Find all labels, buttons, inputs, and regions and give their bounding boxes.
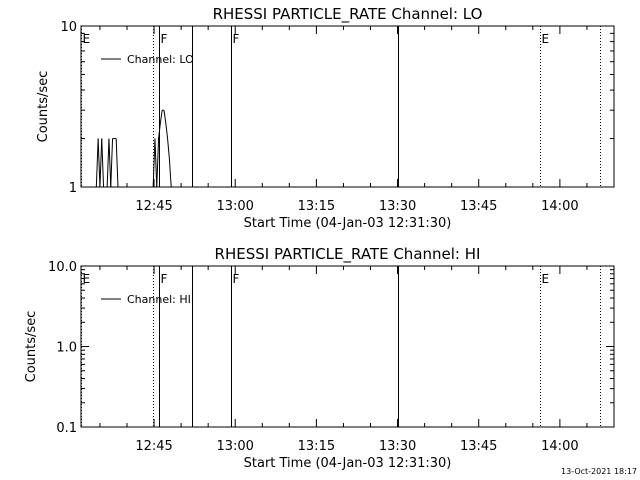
x-tick-label: 13:15 bbox=[298, 199, 335, 214]
data-segment bbox=[115, 138, 119, 188]
plot-frame-0 bbox=[80, 25, 615, 188]
data-series-0-0 bbox=[95, 109, 172, 188]
x-axis-label-0: Start Time (04-Jan-03 12:31:30) bbox=[244, 216, 452, 231]
plot-timestamp: 13-Oct-2021 18:17 bbox=[561, 467, 637, 476]
event-marker-label: E bbox=[542, 32, 550, 46]
x-tick-label: 12:45 bbox=[135, 439, 172, 454]
x-tick-label: 13:15 bbox=[298, 439, 335, 454]
event-marker-label: F bbox=[233, 32, 240, 46]
y-tick-label: 1.0 bbox=[56, 341, 77, 356]
data-segment bbox=[165, 122, 169, 139]
x-tick-label: 13:00 bbox=[216, 199, 253, 214]
data-segment bbox=[106, 138, 110, 188]
x-tick-label: 13:45 bbox=[460, 439, 497, 454]
y-tick-label: 1 bbox=[69, 181, 77, 196]
data-segment bbox=[95, 138, 99, 188]
event-marker-label: E bbox=[83, 32, 91, 46]
data-segment bbox=[168, 158, 172, 188]
event-marker-label: E bbox=[542, 272, 550, 286]
x-tick-label: 13:30 bbox=[379, 199, 416, 214]
data-segment bbox=[99, 138, 103, 188]
data-segment bbox=[159, 110, 163, 124]
chart-title-0: RHESSI PARTICLE_RATE Channel: LO bbox=[213, 5, 483, 24]
data-segment bbox=[108, 138, 112, 188]
x-tick-label: 14:00 bbox=[541, 199, 578, 214]
x-tick-label: 13:00 bbox=[216, 439, 253, 454]
event-marker-label: F bbox=[161, 272, 168, 286]
y-axis-label-0: Counts/sec bbox=[36, 71, 51, 143]
data-segment bbox=[101, 138, 105, 188]
data-segment bbox=[167, 138, 170, 159]
plot-frame-1 bbox=[80, 265, 615, 428]
y-axis-label-1: Counts/sec bbox=[24, 311, 39, 383]
data-segment bbox=[163, 110, 167, 124]
legend-label: Channel: HI bbox=[127, 293, 191, 306]
data-segment bbox=[158, 122, 161, 139]
y-tick-label: 10 bbox=[60, 20, 77, 35]
y-tick-label: 10.0 bbox=[48, 260, 77, 275]
y-tick-label: 0.1 bbox=[56, 421, 77, 436]
chart-title-1: RHESSI PARTICLE_RATE Channel: HI bbox=[215, 245, 481, 264]
x-tick-label: 13:45 bbox=[460, 199, 497, 214]
data-segment bbox=[110, 138, 114, 188]
event-marker-label: E bbox=[83, 272, 91, 286]
x-tick-label: 13:30 bbox=[379, 439, 416, 454]
data-segment bbox=[152, 138, 156, 188]
data-segment bbox=[97, 138, 101, 188]
x-axis-label-1: Start Time (04-Jan-03 12:31:30) bbox=[244, 456, 452, 471]
x-tick-label: 14:00 bbox=[541, 439, 578, 454]
legend-label: Channel: LO bbox=[127, 53, 194, 66]
data-segment bbox=[154, 138, 158, 188]
x-tick-label: 12:45 bbox=[135, 199, 172, 214]
data-segment bbox=[156, 138, 160, 188]
event-marker-label: F bbox=[161, 32, 168, 46]
event-marker-label: F bbox=[233, 272, 240, 286]
